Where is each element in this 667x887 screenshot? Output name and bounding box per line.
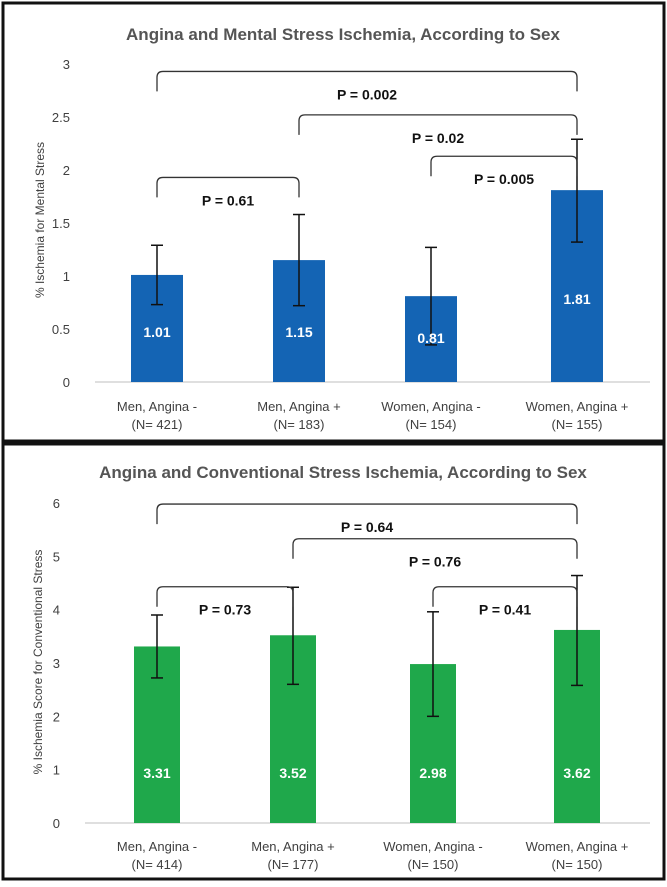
p-value-label: P = 0.76 xyxy=(409,554,462,570)
x-tick-label: Women, Angina + xyxy=(526,399,629,414)
chart-mental-stress: Angina and Mental Stress Ischemia, Accor… xyxy=(33,25,650,432)
significance-bracket xyxy=(432,586,578,607)
y-axis-label: % Ischemia for Mental Stress xyxy=(33,142,47,298)
data-label: 1.01 xyxy=(143,324,170,340)
y-tick-label: 1.5 xyxy=(52,216,70,231)
p-value-label: P = 0.41 xyxy=(479,602,532,618)
significance-bracket xyxy=(156,176,300,198)
significance-bracket xyxy=(292,538,578,559)
p-value-label: P = 0.002 xyxy=(337,86,397,102)
y-tick-label: 0 xyxy=(63,375,70,390)
y-tick-label: 0 xyxy=(53,816,60,831)
x-tick-label: Women, Angina - xyxy=(383,839,482,854)
x-tick-sublabel: (N= 177) xyxy=(268,857,319,872)
x-tick-sublabel: (N= 150) xyxy=(408,857,459,872)
data-label: 2.98 xyxy=(419,765,446,781)
y-tick-label: 5 xyxy=(53,549,60,564)
x-tick-sublabel: (N= 150) xyxy=(552,857,603,872)
x-tick-sublabel: (N= 154) xyxy=(406,417,457,432)
chart-title: Angina and Conventional Stress Ischemia,… xyxy=(99,463,587,482)
data-label: 3.31 xyxy=(143,765,170,781)
x-tick-label: Women, Angina + xyxy=(526,839,629,854)
y-tick-label: 2 xyxy=(53,709,60,724)
y-tick-label: 6 xyxy=(53,496,60,511)
x-tick-label: Men, Angina + xyxy=(251,839,334,854)
y-tick-label: 3 xyxy=(63,57,70,72)
p-value-label: P = 0.005 xyxy=(474,171,534,187)
p-value-label: P = 0.02 xyxy=(412,130,465,146)
p-value-label: P = 0.61 xyxy=(202,192,255,208)
chart-title: Angina and Mental Stress Ischemia, Accor… xyxy=(126,25,560,44)
significance-bracket xyxy=(156,586,294,607)
y-tick-label: 3 xyxy=(53,656,60,671)
chart-conventional-stress: Angina and Conventional Stress Ischemia,… xyxy=(31,463,650,872)
significance-bracket xyxy=(430,155,578,177)
x-tick-label: Men, Angina - xyxy=(117,399,197,414)
y-tick-label: 1 xyxy=(63,269,70,284)
y-tick-label: 1 xyxy=(53,763,60,778)
significance-bracket xyxy=(156,503,578,525)
data-label: 0.81 xyxy=(417,330,444,346)
y-tick-label: 2.5 xyxy=(52,110,70,125)
x-tick-label: Men, Angina + xyxy=(257,399,340,414)
x-tick-sublabel: (N= 155) xyxy=(552,417,603,432)
y-tick-label: 4 xyxy=(53,603,60,618)
x-tick-label: Women, Angina - xyxy=(381,399,480,414)
data-label: 3.62 xyxy=(563,765,590,781)
p-value-label: P = 0.73 xyxy=(199,602,252,618)
x-tick-label: Men, Angina - xyxy=(117,839,197,854)
x-tick-sublabel: (N= 421) xyxy=(132,417,183,432)
significance-bracket xyxy=(156,70,578,92)
x-tick-sublabel: (N= 414) xyxy=(132,857,183,872)
y-tick-label: 2 xyxy=(63,163,70,178)
p-value-label: P = 0.64 xyxy=(341,519,394,535)
data-label: 3.52 xyxy=(279,765,306,781)
y-axis-label: % Ischemia Score for Conventional Stress xyxy=(31,550,45,775)
significance-bracket xyxy=(298,114,578,135)
y-tick-label: 0.5 xyxy=(52,322,70,337)
data-label: 1.15 xyxy=(285,324,312,340)
panel-frame-conventional xyxy=(1,442,666,881)
data-label: 1.81 xyxy=(563,291,590,307)
x-tick-sublabel: (N= 183) xyxy=(274,417,325,432)
